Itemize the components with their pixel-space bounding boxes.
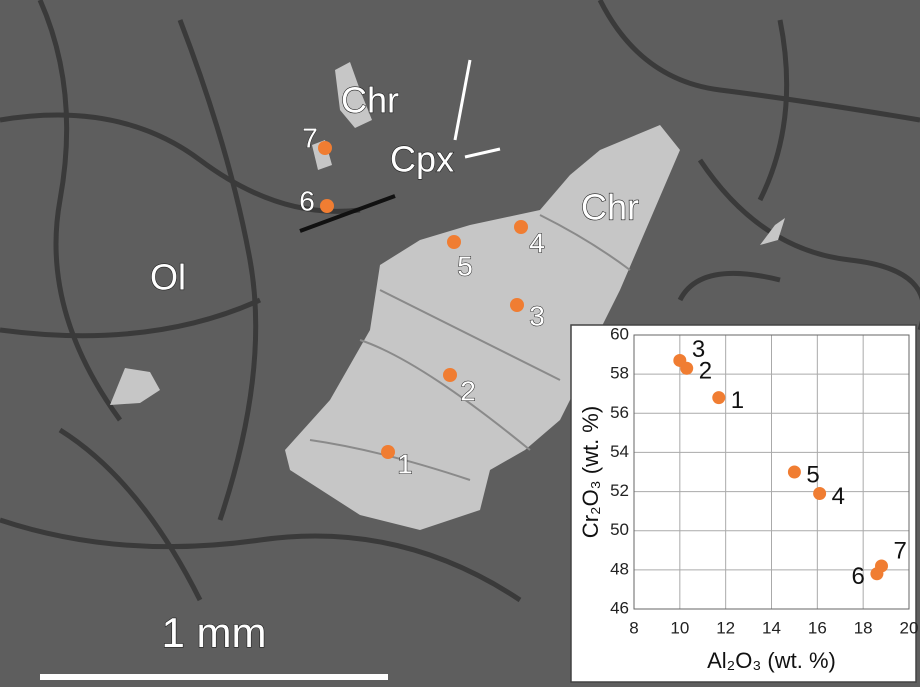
phase-label: Ol — [150, 257, 186, 298]
x-tick-label: 8 — [629, 618, 638, 637]
y-tick-label: 60 — [610, 324, 629, 343]
spot-label: 2 — [460, 375, 476, 406]
scatter-point — [875, 559, 888, 572]
scatter-point — [673, 354, 686, 367]
analysis-spot — [514, 220, 528, 234]
y-tick-label: 58 — [610, 364, 629, 383]
scatter-point — [712, 391, 725, 404]
point-label: 7 — [894, 537, 907, 564]
x-tick-label: 14 — [762, 618, 781, 637]
phase-label: Chr — [341, 80, 399, 121]
x-tick-label: 10 — [670, 618, 689, 637]
x-tick-label: 16 — [808, 618, 827, 637]
y-tick-label: 52 — [610, 481, 629, 500]
scatter-point — [813, 487, 826, 500]
point-label: 5 — [806, 461, 819, 488]
figure: 1 mm ChrCpxChrOl123456746485052545658608… — [0, 0, 920, 687]
y-tick-label: 54 — [610, 442, 629, 461]
x-tick-label: 18 — [854, 618, 873, 637]
scatter-point — [788, 466, 801, 479]
spot-label: 4 — [529, 227, 545, 258]
y-tick-label: 50 — [610, 520, 629, 539]
phase-label: Cpx — [390, 139, 454, 180]
spot-label: 5 — [457, 250, 473, 281]
point-label: 1 — [731, 387, 744, 414]
point-label: 3 — [692, 336, 705, 363]
spot-label: 3 — [529, 300, 545, 331]
analysis-spot — [447, 235, 461, 249]
y-tick-label: 46 — [610, 598, 629, 617]
y-tick-label: 48 — [610, 559, 629, 578]
analysis-spot — [510, 298, 524, 312]
y-tick-label: 56 — [610, 403, 629, 422]
x-tick-label: 20 — [900, 618, 919, 637]
analysis-spot — [320, 199, 334, 213]
spot-label: 6 — [299, 185, 315, 216]
y-axis-label: Cr₂O₃ (wt. %) — [578, 406, 603, 538]
point-label: 4 — [832, 483, 845, 510]
spot-label: 1 — [397, 448, 413, 479]
analysis-spot — [443, 368, 457, 382]
x-tick-label: 12 — [716, 618, 735, 637]
spot-label: 7 — [302, 122, 318, 153]
phase-label: Chr — [581, 187, 639, 228]
analysis-spot — [381, 445, 395, 459]
x-axis-label: Al₂O₃ (wt. %) — [707, 648, 836, 673]
point-label: 6 — [852, 563, 865, 590]
scale-bar-label: 1 mm — [162, 609, 267, 656]
analysis-spot — [318, 141, 332, 155]
